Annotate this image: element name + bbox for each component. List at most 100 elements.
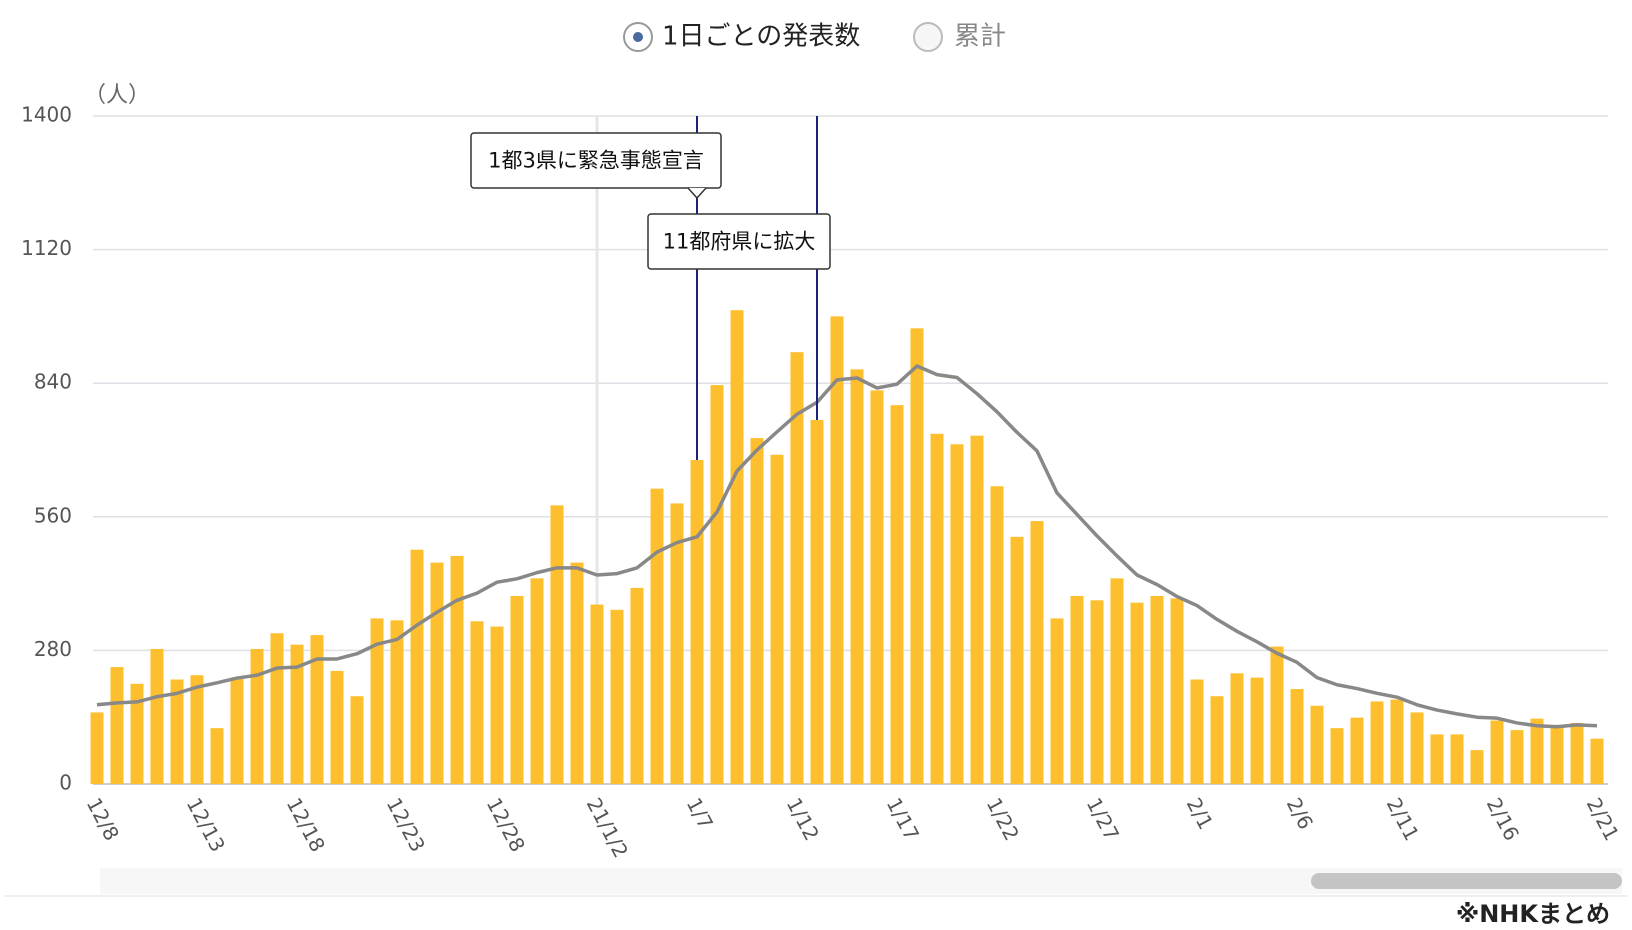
x-tick: 1/27 xyxy=(1082,794,1124,845)
bar xyxy=(1490,720,1504,784)
x-tick: 2/16 xyxy=(1482,794,1524,845)
bar xyxy=(550,505,564,784)
bar xyxy=(850,369,864,784)
x-tick-label: 21/1/2 xyxy=(582,794,633,862)
bar xyxy=(250,648,264,784)
bar xyxy=(110,667,124,784)
bar xyxy=(690,460,704,784)
bar xyxy=(950,444,964,784)
y-tick-label: 280 xyxy=(34,637,72,661)
radio[interactable] xyxy=(913,22,943,52)
bar xyxy=(990,486,1004,784)
bar xyxy=(1210,696,1224,784)
bar xyxy=(90,712,104,784)
bar xyxy=(330,670,344,784)
x-tick-label: 1/12 xyxy=(782,794,824,845)
bar xyxy=(1030,521,1044,784)
source: ※NHKまとめ xyxy=(1456,900,1610,928)
bar xyxy=(170,679,184,784)
annotation: 11都府県に拡大 xyxy=(663,230,816,254)
x-tick-label: 1/7 xyxy=(682,794,718,834)
x-tick-label: 1/27 xyxy=(1082,794,1124,845)
bar xyxy=(670,503,684,784)
x-tick-label: 12/28 xyxy=(482,794,530,856)
x-tick-label: 2/16 xyxy=(1482,794,1524,845)
y-tick-label: 840 xyxy=(34,370,72,394)
bar xyxy=(750,438,764,784)
bar xyxy=(410,549,424,784)
bar xyxy=(970,435,984,784)
bar xyxy=(930,433,944,784)
x-tick-label: 12/18 xyxy=(282,794,330,856)
bar xyxy=(1390,699,1404,784)
x-tick-label: 2/11 xyxy=(1382,794,1424,845)
x-tick: 1/7 xyxy=(682,794,718,834)
toggle-option[interactable]: 1日ごとの発表数 xyxy=(662,22,860,52)
bar xyxy=(1110,578,1124,784)
x-tick: 12/18 xyxy=(282,794,330,856)
x-tick-label: 2/6 xyxy=(1282,794,1318,834)
x-tick: 2/11 xyxy=(1382,794,1424,845)
annotation-box xyxy=(470,132,722,189)
bar xyxy=(1170,598,1184,784)
bar xyxy=(150,648,164,784)
bar xyxy=(830,316,844,784)
y-tick-label: 1120 xyxy=(21,236,72,260)
x-tick: 2/6 xyxy=(1282,794,1318,834)
bar xyxy=(370,618,384,784)
x-tick: 2/1 xyxy=(1182,794,1218,834)
toggle-option[interactable]: 累計 xyxy=(954,22,1006,52)
bar xyxy=(610,609,624,784)
bar xyxy=(570,562,584,784)
bar xyxy=(1530,718,1544,784)
x-tick: 12/13 xyxy=(182,794,230,856)
bar xyxy=(130,683,144,784)
bar xyxy=(470,621,484,784)
bar xyxy=(1570,722,1584,784)
x-tick: 21/1/2 xyxy=(582,794,633,862)
bar xyxy=(730,310,744,784)
bar xyxy=(1290,689,1304,784)
bar xyxy=(510,596,524,784)
bar xyxy=(1270,646,1284,784)
bar xyxy=(450,555,464,784)
bar xyxy=(870,390,884,784)
radio-dot xyxy=(633,32,643,42)
x-tick-label: 12/8 xyxy=(82,794,124,845)
bar xyxy=(430,562,444,784)
bar xyxy=(1330,728,1344,784)
bar xyxy=(910,328,924,784)
scrollbar[interactable] xyxy=(1311,873,1622,889)
bar xyxy=(530,578,544,784)
x-tick-label: 2/1 xyxy=(1182,794,1218,834)
bar xyxy=(1550,724,1564,784)
bar xyxy=(1310,705,1324,784)
annotation-box xyxy=(647,213,831,270)
bar xyxy=(270,633,284,784)
bar xyxy=(350,696,364,784)
bar xyxy=(1430,734,1444,784)
x-tick: 1/22 xyxy=(982,794,1024,845)
y-tick-label: 0 xyxy=(59,771,72,795)
x-tick: 12/28 xyxy=(482,794,530,856)
bar xyxy=(650,488,664,784)
bar xyxy=(1370,701,1384,784)
bar xyxy=(1050,618,1064,784)
bar xyxy=(1250,677,1264,784)
bar xyxy=(1510,730,1524,784)
bar xyxy=(1010,536,1024,784)
bar xyxy=(790,352,804,784)
y-tick-label: 560 xyxy=(34,503,72,527)
x-tick-label: 12/23 xyxy=(382,794,430,856)
annotation-pointer xyxy=(687,187,707,200)
bar xyxy=(1190,679,1204,784)
bar xyxy=(1070,596,1084,784)
unit-label: （人） xyxy=(84,83,150,108)
y-tick-label: 1400 xyxy=(21,103,72,127)
bar xyxy=(390,620,404,784)
bar xyxy=(890,405,904,784)
x-tick: 1/17 xyxy=(882,794,924,845)
bar xyxy=(1590,738,1604,784)
bar xyxy=(770,454,784,784)
bar xyxy=(1150,596,1164,784)
